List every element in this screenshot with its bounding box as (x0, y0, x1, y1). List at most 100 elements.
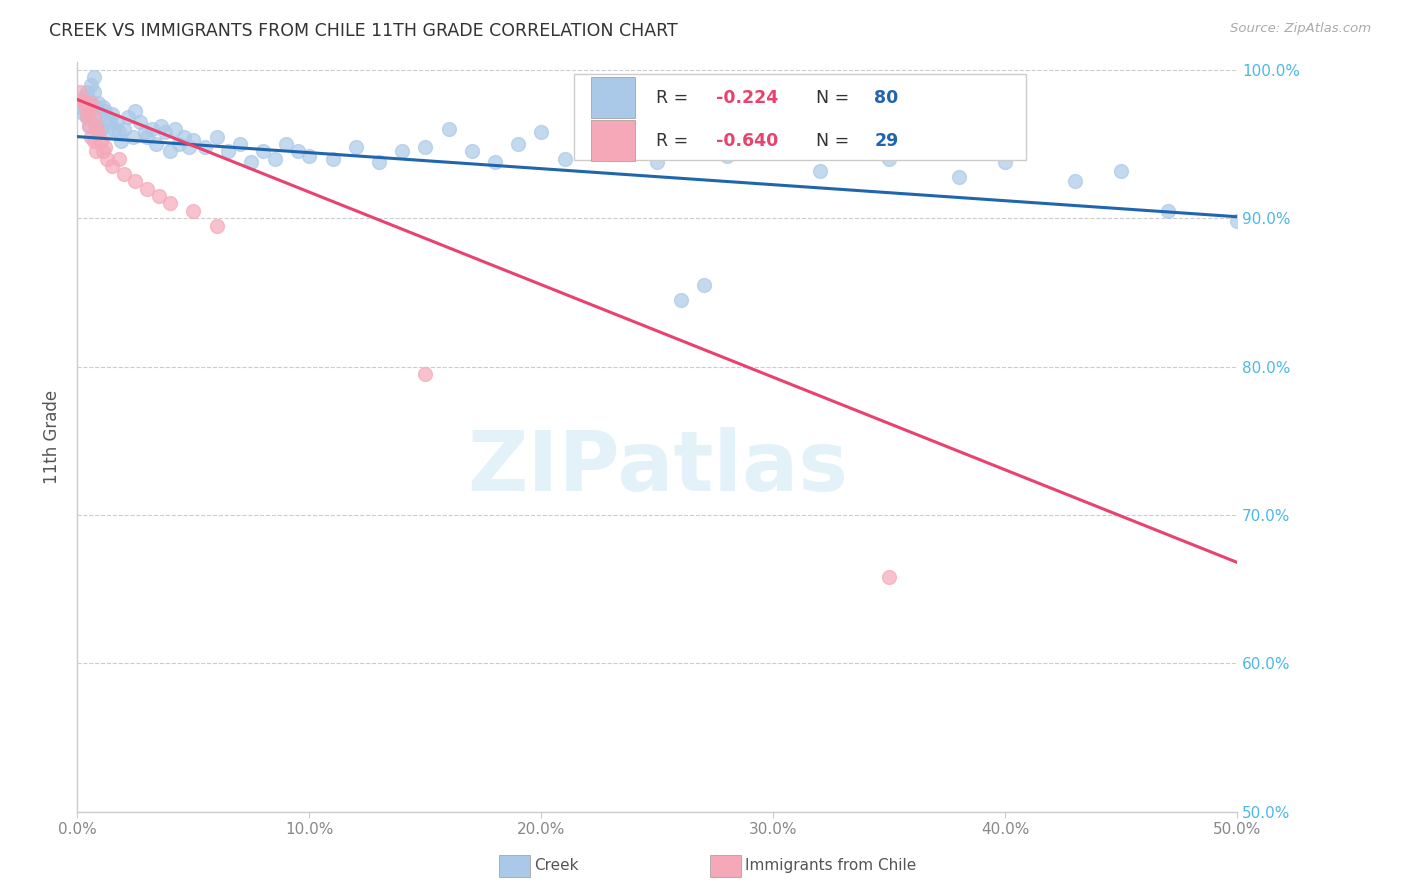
Point (321, 152, 344, 166)
Point (994, 154, 1017, 169)
Point (87, 125, 110, 139)
Point (108, 125, 131, 139)
Y-axis label: 11th Grade: 11th Grade (44, 390, 62, 484)
Point (73, 107, 96, 121)
Text: 29: 29 (875, 132, 898, 150)
Point (84, 120, 107, 134)
Text: Source: ZipAtlas.com: Source: ZipAtlas.com (1230, 22, 1371, 36)
Point (70, 95, 93, 110)
Point (205, 219, 228, 233)
FancyBboxPatch shape (591, 120, 636, 161)
Point (76, 85, 98, 99)
Point (484, 154, 506, 169)
Point (87, 95, 110, 110)
Point (76, 104, 98, 119)
Point (94, 140, 117, 154)
Point (1226, 214, 1249, 228)
Point (90, 134, 111, 148)
Point (530, 125, 553, 139)
Text: ZIPatlas: ZIPatlas (467, 426, 848, 508)
Point (77, 100, 100, 114)
Point (647, 154, 669, 169)
Point (77, 120, 100, 134)
Point (96, 152, 118, 166)
Point (73, 89, 96, 103)
Point (98, 115, 121, 129)
Point (80, 78, 103, 92)
Point (84, 100, 107, 114)
Point (368, 154, 391, 169)
Point (1111, 163, 1133, 178)
Point (135, 181, 157, 195)
Point (274, 136, 298, 151)
Point (877, 570, 901, 584)
Point (287, 145, 309, 159)
Point (1063, 174, 1085, 188)
Point (141, 122, 163, 136)
Text: -0.224: -0.224 (717, 89, 779, 107)
Point (159, 145, 181, 159)
Point (163, 122, 186, 136)
Point (240, 154, 263, 169)
Text: Creek: Creek (534, 858, 579, 872)
Text: N =: N = (817, 89, 855, 107)
Point (124, 104, 146, 119)
Point (117, 111, 139, 125)
Text: -0.640: -0.640 (717, 132, 779, 150)
Point (155, 125, 177, 139)
Point (108, 152, 131, 166)
Text: N =: N = (817, 132, 855, 150)
Point (576, 129, 599, 144)
Text: CREEK VS IMMIGRANTS FROM CHILE 11TH GRADE CORRELATION CHART: CREEK VS IMMIGRANTS FROM CHILE 11TH GRAD… (49, 22, 678, 40)
FancyBboxPatch shape (574, 74, 1026, 160)
Point (84, 145, 107, 159)
Point (76, 111, 98, 125)
Text: R =: R = (657, 132, 695, 150)
Point (228, 136, 252, 151)
Point (877, 152, 901, 166)
Point (91, 145, 114, 159)
FancyBboxPatch shape (591, 78, 636, 119)
Point (77, 93, 100, 107)
Point (96, 125, 118, 139)
Point (461, 145, 484, 159)
Point (76, 111, 98, 125)
Point (554, 152, 576, 166)
Point (83, 85, 105, 99)
Point (149, 120, 172, 134)
Point (217, 145, 239, 159)
Point (413, 140, 436, 154)
Point (263, 152, 285, 166)
Point (69, 100, 91, 114)
Point (148, 189, 170, 203)
Point (135, 129, 157, 144)
Point (84, 120, 107, 134)
Point (298, 149, 321, 163)
Point (101, 159, 124, 173)
Point (762, 145, 785, 159)
Point (83, 111, 105, 125)
Point (252, 145, 274, 159)
Text: Immigrants from Chile: Immigrants from Chile (745, 858, 917, 872)
Point (122, 129, 145, 144)
Point (91, 100, 114, 114)
Point (77, 120, 100, 134)
Point (90, 107, 111, 121)
Point (413, 367, 436, 381)
Point (80, 100, 103, 114)
Point (96, 111, 118, 125)
Point (70, 93, 93, 107)
Point (112, 167, 135, 181)
Point (693, 278, 716, 293)
Point (101, 107, 124, 121)
Point (103, 122, 125, 136)
Point (69, 85, 91, 99)
Text: R =: R = (657, 89, 695, 107)
Point (177, 140, 200, 154)
Point (183, 203, 205, 218)
Point (80, 129, 103, 144)
Point (716, 149, 738, 163)
Point (90, 122, 111, 136)
Point (183, 132, 205, 146)
Point (83, 134, 105, 148)
